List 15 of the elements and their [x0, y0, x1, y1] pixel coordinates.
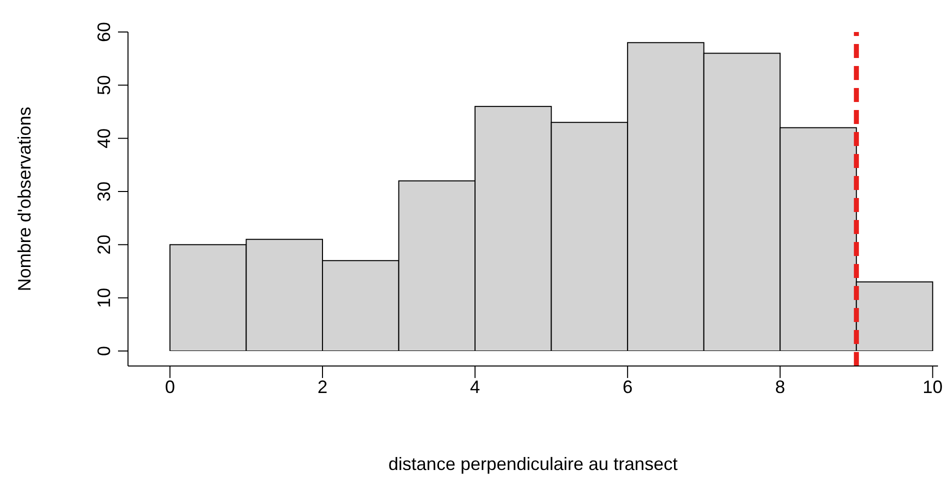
- x-tick-label: 6: [622, 376, 633, 397]
- y-tick-label: 60: [94, 22, 114, 42]
- y-axis-title: Nombre d'observations: [14, 106, 34, 292]
- y-tick-label: 30: [94, 181, 114, 202]
- x-tick-label: 8: [775, 376, 786, 397]
- y-tick-label: 50: [94, 75, 114, 96]
- y-tick-label: 0: [94, 346, 114, 356]
- x-tick-label: 0: [164, 376, 175, 397]
- x-tick-label: 10: [922, 376, 943, 397]
- y-tick-label: 40: [94, 128, 114, 148]
- y-tick-label: 20: [94, 234, 114, 255]
- y-tick-label: 10: [94, 288, 114, 308]
- x-tick-label: 2: [317, 376, 328, 397]
- x-tick-label: 4: [470, 376, 480, 397]
- x-axis-title: distance perpendiculaire au transect: [388, 454, 678, 474]
